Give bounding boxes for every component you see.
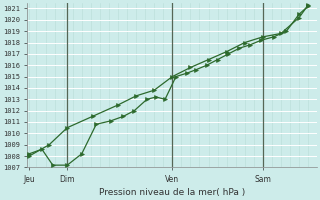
X-axis label: Pression niveau de la mer( hPa ): Pression niveau de la mer( hPa ) <box>99 188 245 197</box>
